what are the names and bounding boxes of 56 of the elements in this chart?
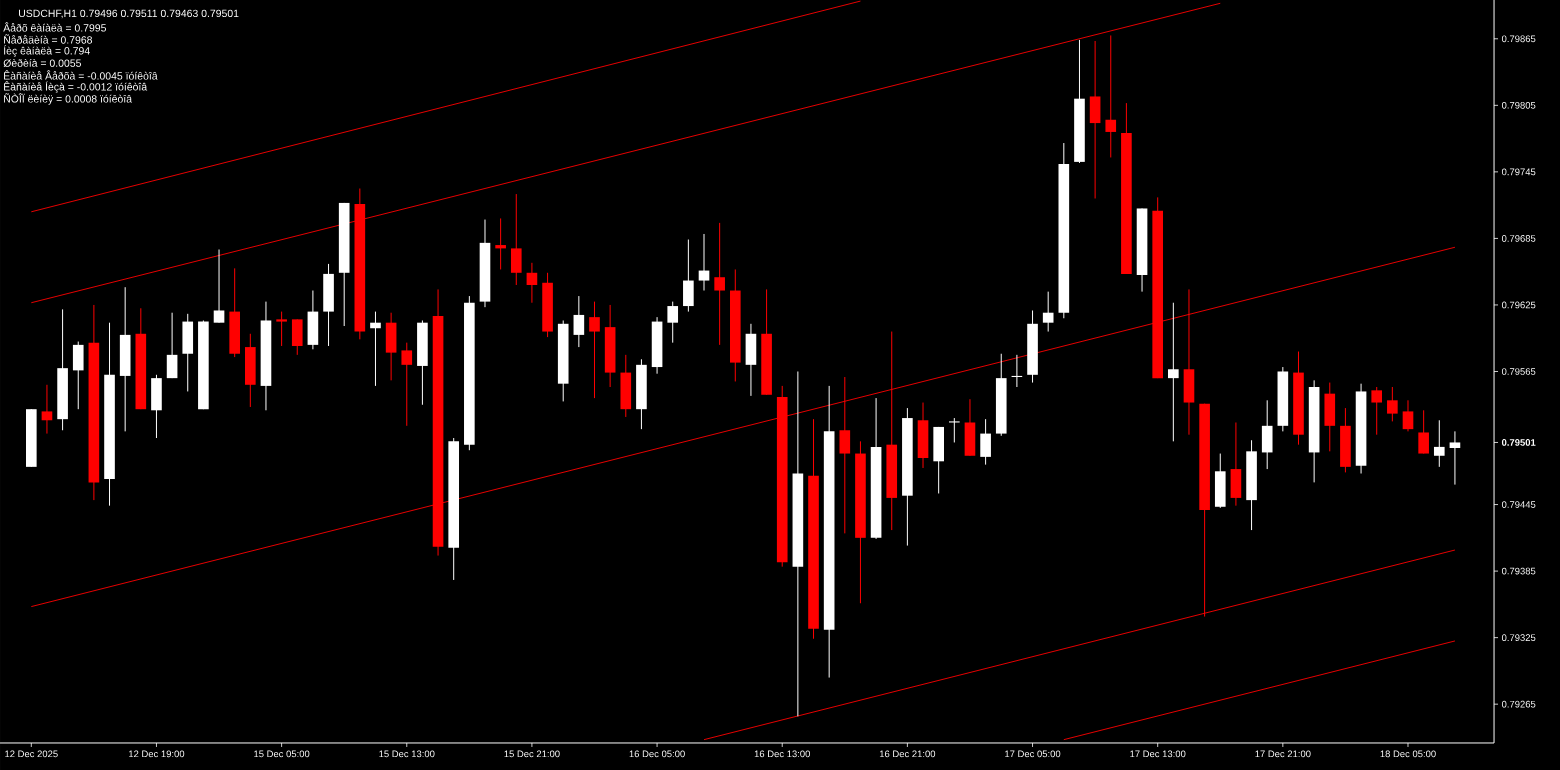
candlestick [1418,409,1429,455]
y-tick-label: 0.79745 [1501,168,1536,176]
x-tick-label: 17 Dec 05:00 [1005,750,1061,758]
annotation: ÑÒÎÏ ëèíèÿ = 0.0008 ïóíêòîâ [4,93,133,105]
y-tick-label: 0.79385 [1501,567,1536,575]
x-tick-label: 17 Dec 13:00 [1130,750,1186,758]
x-tick-label: 15 Dec 21:00 [504,750,560,758]
x-tick-label: 16 Dec 21:00 [879,750,936,758]
candlestick [276,311,287,347]
annotation: Âåðõ êàíàëà = 0.7995 [3,22,106,32]
candlestick [1105,34,1117,158]
annotation: Êàñàíèå Íèçà = -0.0012 ïóíêòîâ [4,81,148,93]
annotation: Íèç êàíàëà = 0.794 [3,45,90,57]
candlestick [714,222,725,346]
candlestick [573,295,585,348]
x-tick-label: 12 Dec 2025 [5,750,58,758]
candlestick [949,417,960,443]
x-tick-label: 16 Dec 05:00 [629,750,685,758]
candlestick [980,418,991,466]
y-tick-label: 0.79501 [1501,439,1536,446]
annotation: Êàñàíèå Âåðõà = -0.0045 ïóíêòîâ [4,70,158,80]
y-tick-label: 0.79865 [1501,35,1536,43]
candlestick [1402,399,1414,432]
candlestick [667,301,679,344]
candlestick [698,233,710,292]
candlestick [839,376,851,534]
x-tick-label: 15 Dec 13:00 [379,750,435,758]
y-tick-label: 0.79625 [1501,301,1536,309]
y-tick-label: 0.79325 [1501,634,1536,641]
x-tick-label: 18 Dec 05:00 [1380,750,1436,758]
x-tick-label: 17 Dec 21:00 [1255,750,1311,758]
candlestick [526,262,538,304]
annotation: Øèðèíà = 0.0055 [3,58,81,67]
candlestick [1433,419,1445,468]
y-tick-label: 0.79265 [1501,700,1536,708]
candlestick [41,384,53,435]
y-tick-label: 0.79805 [1501,101,1536,109]
annotation: Ñåðåäèíà = 0.7968 [4,34,93,44]
y-tick-label: 0.79685 [1501,235,1536,242]
candlestick [1449,430,1461,486]
y-tick-label: 0.79565 [1501,368,1536,375]
candlestick [589,301,600,399]
candlestick [401,342,413,427]
candlestick [166,312,178,379]
y-tick-label: 0.79445 [1501,501,1536,508]
candlestick [370,311,381,387]
candlestick [1371,386,1383,436]
x-tick-label: 15 Dec 05:00 [254,750,310,758]
candlestick [1042,291,1054,333]
x-tick-label: 16 Dec 13:00 [754,750,810,758]
candlestick [495,217,506,270]
candlestick [1168,302,1179,442]
candlestick [1387,386,1398,422]
candlestick [213,249,225,324]
text: USDCHF,H1 0.79496 0.79511 0.79463 0.79501 [19,9,239,19]
x-tick-label: 12 Dec 19:00 [129,750,185,758]
